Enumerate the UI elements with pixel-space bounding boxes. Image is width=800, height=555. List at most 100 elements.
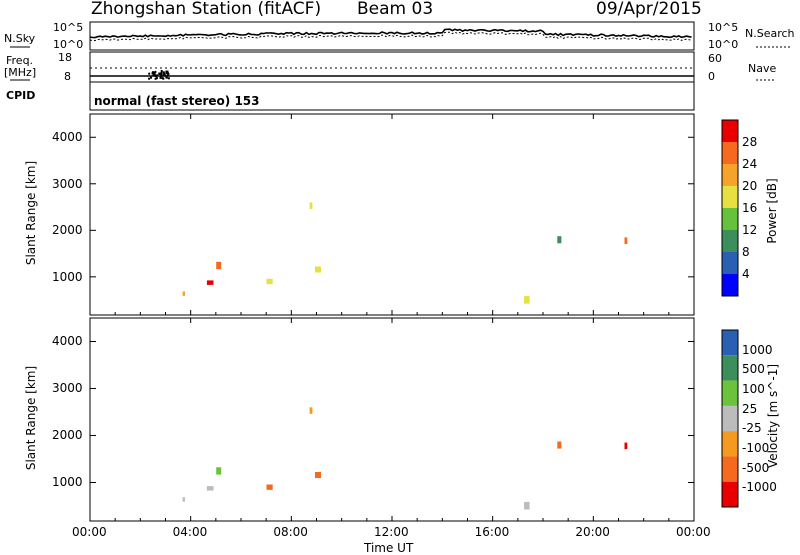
freq-noise-dot	[160, 70, 163, 72]
freq-noise-dot	[164, 74, 166, 77]
echo-cell	[216, 467, 222, 475]
freq-noise-dot	[156, 74, 159, 77]
y-tick-label: 1000	[52, 475, 83, 490]
freq-tick-top: 18	[58, 51, 72, 64]
colorbar-segment	[722, 164, 738, 186]
echo-cell	[315, 472, 321, 478]
x-tick-label: 00:00	[72, 525, 107, 539]
freq-tick-bottom: 8	[64, 70, 71, 83]
colorbar-segment	[722, 186, 738, 208]
velocity-colorbar-tick: -100	[742, 441, 770, 455]
freq-noise-dot	[154, 74, 157, 77]
velocity-colorbar-tick: 100	[742, 382, 765, 396]
power-colorbar-tick: 12	[742, 223, 758, 237]
power-heatmap	[182, 202, 628, 304]
search-panel-frame	[89, 21, 695, 51]
freq-noise-dot	[153, 72, 156, 75]
date-label: 09/Apr/2015	[596, 0, 702, 19]
colorbar-segment	[722, 456, 738, 482]
power-panel-frame	[89, 113, 695, 316]
noise-sky-line	[89, 28, 692, 39]
freq-noise-dot	[150, 76, 152, 79]
x-tick-label: 16:00	[474, 525, 510, 539]
colorbar-segment	[722, 252, 738, 274]
echo-cell	[315, 266, 321, 273]
echo-cell	[624, 442, 628, 450]
nsky-tick-bottom: 10^0	[53, 38, 84, 51]
velocity-ylabel: Slant Range [km]	[24, 365, 38, 471]
velocity-colorbar-tick: 25	[742, 401, 758, 416]
x-tick-label: 12:00	[374, 525, 409, 539]
freq-noise-dot	[167, 73, 170, 75]
y-tick-label: 3000	[52, 176, 83, 191]
y-tick-label: 2000	[52, 428, 83, 443]
velocity-heatmap	[182, 407, 628, 510]
nsky-label: N.Sky	[4, 32, 36, 45]
power-colorbar-tick: 4	[742, 267, 750, 281]
y-tick-label: 4000	[52, 334, 83, 349]
echo-cell	[309, 407, 313, 414]
colorbar-segment	[722, 120, 738, 142]
nsky-tick-top: 10^5	[53, 21, 84, 34]
freq-noise-dot	[148, 72, 151, 75]
colorbar-segment	[722, 431, 738, 457]
power-colorbar-tick: 8	[742, 245, 750, 259]
velocity-colorbar-tick: 500	[742, 362, 765, 377]
power-colorbar	[721, 119, 739, 297]
colorbar-segment	[722, 380, 738, 406]
power-colorbar-title: Power [dB]	[765, 178, 779, 244]
x-tick-label: 04:00	[172, 525, 208, 539]
freq-noise-dot	[160, 73, 163, 76]
station-title: Zhongshan Station (fitACF)	[91, 0, 322, 19]
freq-noise-dot	[165, 70, 168, 73]
velocity-colorbar	[721, 329, 739, 508]
cpid-panel-frame	[89, 81, 695, 111]
echo-cell	[216, 261, 222, 270]
y-tick-label: 3000	[52, 381, 83, 396]
echo-cell	[524, 501, 530, 510]
freq-noise-dot	[162, 71, 165, 74]
velocity-colorbar-tick: -500	[742, 460, 770, 475]
echo-cell	[524, 296, 530, 304]
x-tick-label: 20:00	[575, 525, 610, 539]
echo-cell	[206, 280, 214, 285]
echo-cell	[206, 486, 214, 491]
colorbar-segment	[722, 405, 738, 432]
colorbar-segment	[722, 274, 738, 296]
colorbar-segment	[722, 142, 738, 164]
echo-cell	[309, 202, 313, 209]
echo-cell	[266, 484, 273, 490]
freq-noise-dot	[160, 72, 163, 74]
echo-cell	[266, 278, 273, 285]
nsearch-tick-bottom: 10^0	[708, 38, 739, 51]
echo-cell	[624, 237, 628, 244]
colorbar-frame	[721, 119, 739, 297]
velocity-panel-frame	[89, 317, 695, 522]
power-colorbar-tick: 20	[742, 179, 758, 193]
freq-noise-dot	[167, 77, 170, 80]
colorbar-segment	[722, 355, 738, 381]
x-axis-label: Time UT	[364, 541, 414, 555]
freq-noise-dot	[155, 77, 158, 80]
cpid-text: normal (fast stereo) 153	[94, 94, 260, 108]
freq-noise-dot	[148, 77, 151, 80]
y-tick-label: 2000	[52, 223, 83, 238]
freq-noise-dot	[159, 76, 162, 79]
x-tick-label: 08:00	[273, 525, 308, 539]
nave-label: Nave	[748, 62, 777, 75]
freq-noise-dot	[158, 72, 161, 75]
velocity-colorbar-tick: -25	[742, 421, 762, 436]
cpid-label: CPID	[6, 89, 36, 102]
x-tick-label: 00:00	[676, 525, 711, 539]
nave-tick-bottom: 0	[708, 70, 715, 83]
echo-cell	[557, 441, 562, 449]
nsearch-label: N.Search	[745, 27, 795, 40]
freq-noise-dot	[165, 76, 168, 79]
freq-noise-dot	[161, 77, 164, 80]
power-ylabel: Slant Range [km]	[24, 160, 38, 266]
echo-cell	[182, 497, 185, 502]
colorbar-segment	[722, 208, 738, 230]
echo-cell	[182, 291, 185, 296]
power-colorbar-tick: 16	[742, 201, 758, 215]
freq-noise-dot	[154, 77, 157, 80]
